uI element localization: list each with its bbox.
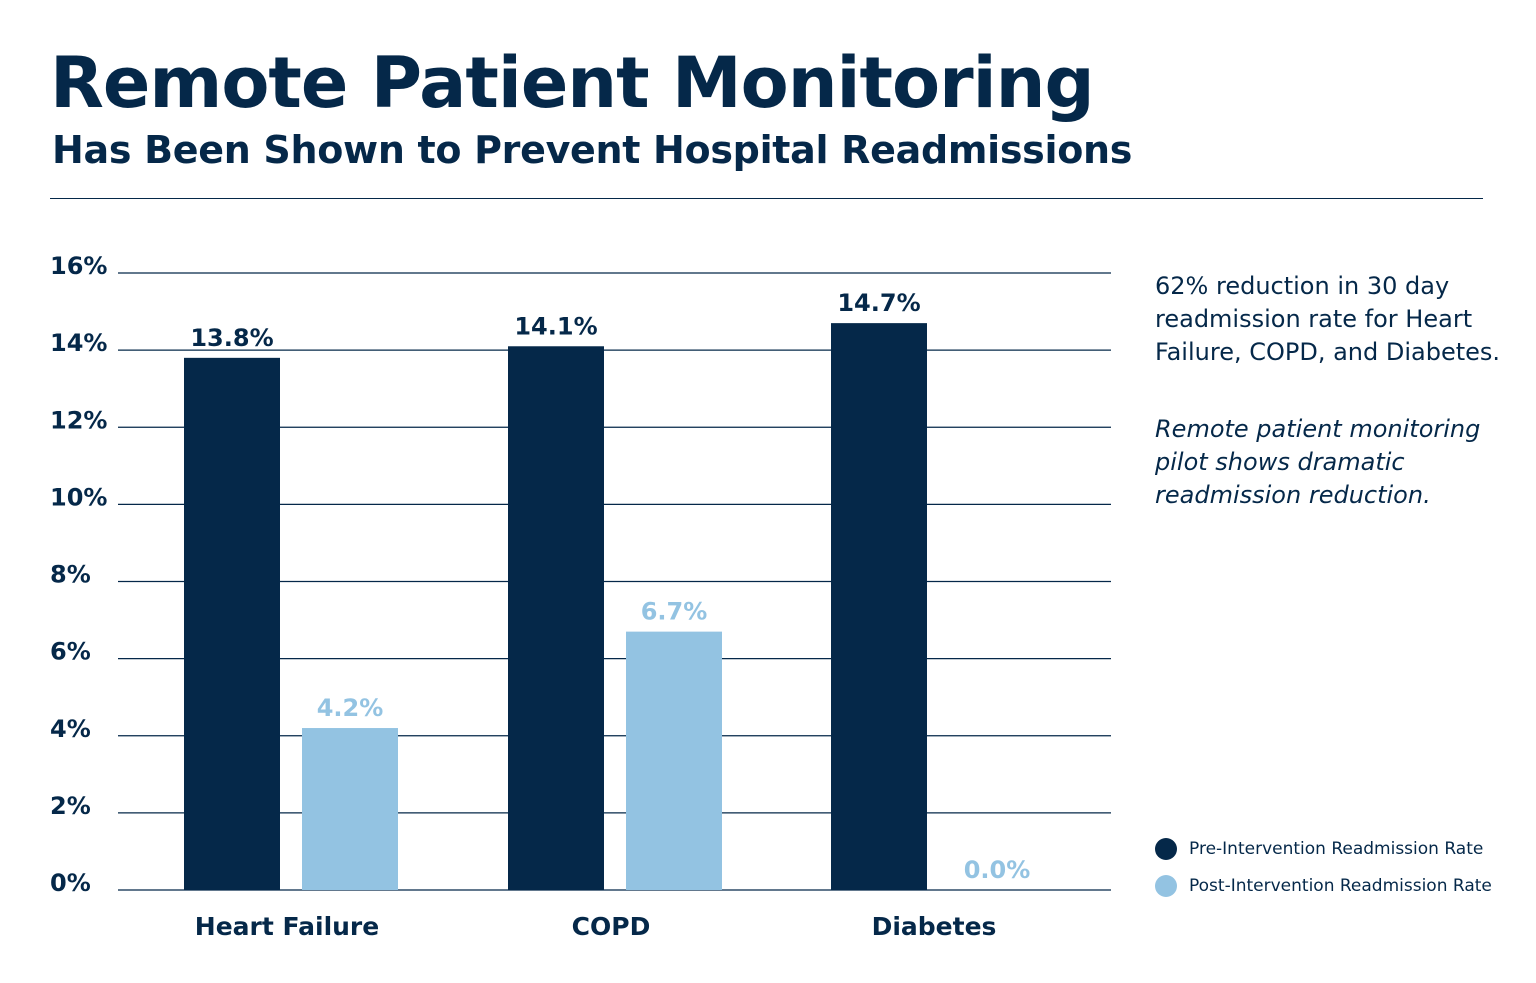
y-tick-label: 0%: [50, 869, 91, 897]
y-tick-label: 14%: [50, 329, 107, 357]
page-subtitle: Has Been Shown to Prevent Hospital Readm…: [52, 128, 1133, 172]
y-tick-label: 6%: [50, 638, 91, 666]
data-label: 4.2%: [317, 694, 384, 722]
y-tick-label: 2%: [50, 792, 91, 820]
data-label: 0.0%: [964, 856, 1031, 884]
data-label: 6.7%: [641, 598, 708, 626]
data-label: 14.7%: [837, 289, 920, 317]
bar-pre: [508, 346, 604, 890]
legend-label-pre: Pre-Intervention Readmission Rate: [1189, 838, 1484, 859]
x-tick-label: COPD: [572, 912, 651, 941]
y-tick-label: 8%: [50, 561, 91, 589]
legend-label-post: Post-Intervention Readmission Rate: [1189, 875, 1492, 896]
y-tick-label: 16%: [50, 252, 107, 280]
legend-item-pre: Pre-Intervention Readmission Rate: [1155, 830, 1492, 867]
legend-dot-pre: [1155, 837, 1177, 860]
legend-item-post: Post-Intervention Readmission Rate: [1155, 867, 1492, 904]
x-tick-label: Heart Failure: [195, 912, 379, 941]
bar-post: [626, 631, 722, 890]
y-tick-label: 10%: [50, 483, 107, 511]
bar-pre: [184, 357, 280, 890]
divider: [50, 198, 1483, 199]
y-tick-label: 12%: [50, 406, 107, 434]
bar-pre: [831, 323, 927, 891]
x-tick-label: Diabetes: [872, 912, 997, 941]
data-label: 13.8%: [190, 324, 273, 352]
annotation-sub: Remote patient monitoring pilot shows dr…: [1155, 415, 1481, 509]
page-title: Remote Patient Monitoring: [50, 42, 1095, 124]
legend: Pre-Intervention Readmission Rate Post-I…: [1155, 830, 1492, 904]
y-tick-label: 4%: [50, 715, 91, 743]
data-label: 14.1%: [514, 312, 597, 340]
bar-post: [302, 728, 398, 890]
annotation-main: 62% reduction in 30 day readmission rate…: [1155, 272, 1501, 366]
legend-dot-post: [1155, 874, 1177, 897]
